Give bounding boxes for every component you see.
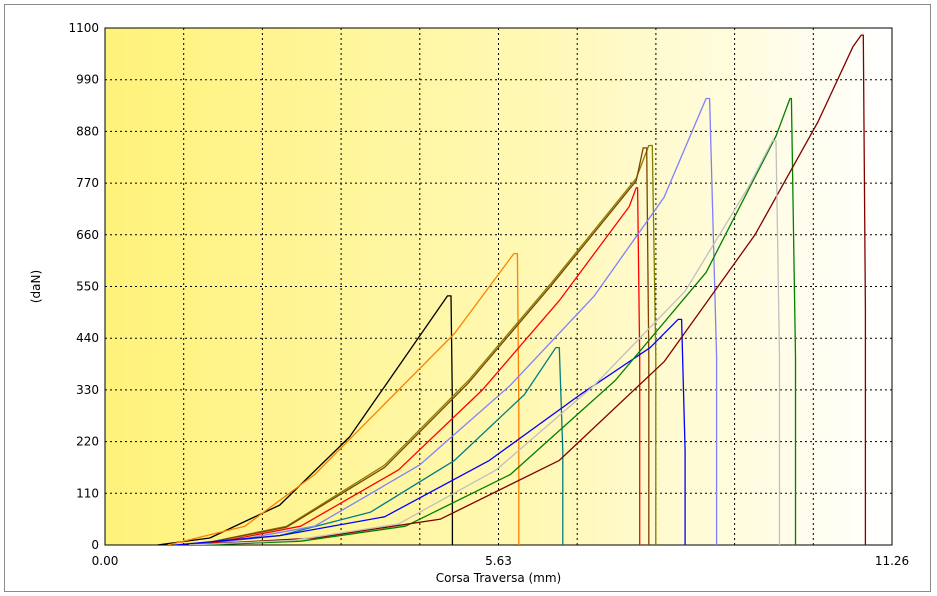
x-tick-label: 5.63 <box>485 554 512 568</box>
series-line-1 <box>157 295 454 545</box>
y-tick-label: 330 <box>76 383 99 397</box>
grid <box>105 28 892 545</box>
series-group <box>157 34 867 545</box>
series-line-9 <box>202 97 797 545</box>
series-line-5 <box>195 147 650 545</box>
y-tick-label: 110 <box>76 486 99 500</box>
y-tick-label: 220 <box>76 435 99 449</box>
ticks-group: 0 110 220 330 440 550 660 770 880 990 1100 0.00 5.63… <box>68 21 909 568</box>
x-tick-label: 11.26 <box>875 554 909 568</box>
x-axis-label: Corsa Traversa (mm) <box>436 571 562 585</box>
series-line-6 <box>202 187 641 545</box>
series-line-2 <box>167 252 520 545</box>
y-tick-label: 660 <box>76 228 99 242</box>
y-tick-label: 880 <box>76 124 99 138</box>
y-tick-label: 440 <box>76 331 99 345</box>
series-line-11 <box>188 140 781 545</box>
x-tick-label: 0.00 <box>92 554 119 568</box>
series-line-8 <box>174 318 686 545</box>
y-tick-label: 550 <box>76 280 99 294</box>
series-line-4 <box>195 144 657 545</box>
y-tick-label: 990 <box>76 73 99 87</box>
y-tick-label: 0 <box>91 538 99 552</box>
y-axis-label: (daN) <box>29 270 43 303</box>
series-line-7 <box>209 97 718 545</box>
series-line-10 <box>188 34 867 545</box>
y-tick-label: 1100 <box>68 21 99 35</box>
y-tick-label: 770 <box>76 176 99 190</box>
series-line-3 <box>188 346 564 545</box>
